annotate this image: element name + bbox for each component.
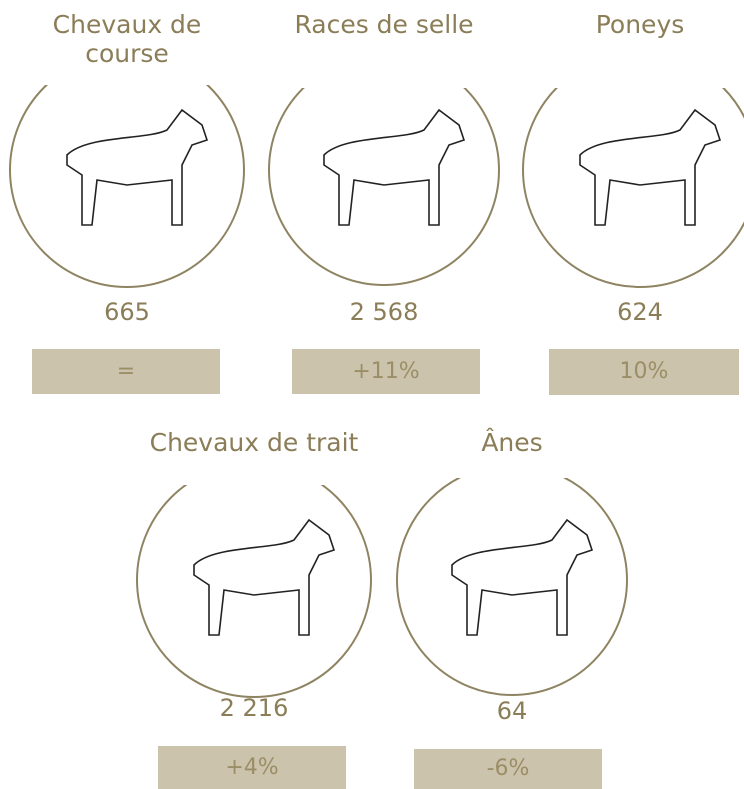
item-title: Races de selle <box>264 10 504 39</box>
animal-icon <box>8 51 246 289</box>
animal-icon <box>521 51 744 289</box>
change-box: +4% <box>158 746 346 789</box>
change-box: +11% <box>292 349 480 394</box>
animal-icon <box>395 463 629 697</box>
item-count: 2 568 <box>304 298 464 326</box>
item-count: 2 216 <box>174 694 334 722</box>
item-title: Poneys <box>540 10 740 39</box>
item-count: 624 <box>560 298 720 326</box>
animal-icon <box>267 53 501 287</box>
infographic: Chevaux de course 665=Races de selle 2 5… <box>0 0 744 789</box>
item-title: Ânes <box>432 428 592 457</box>
animal-icon <box>135 461 373 699</box>
change-box: = <box>32 349 220 394</box>
item-count: 665 <box>47 298 207 326</box>
item-count: 64 <box>432 697 592 725</box>
change-box: 10% <box>549 349 739 395</box>
change-box: -6% <box>414 749 602 789</box>
item-title: Chevaux de trait <box>124 428 384 457</box>
